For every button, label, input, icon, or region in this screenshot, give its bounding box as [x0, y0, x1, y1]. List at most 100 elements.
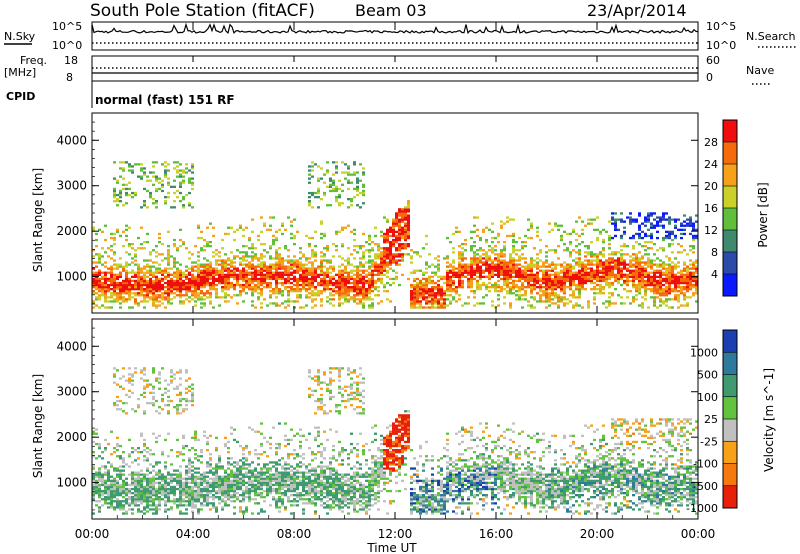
power-cell [260, 255, 263, 257]
power-cell [161, 298, 164, 300]
power-cell [179, 290, 182, 292]
power-cell [308, 245, 311, 247]
power-cell [269, 296, 272, 298]
power-cell [401, 214, 404, 216]
velocity-cell [185, 472, 188, 474]
power-cell [461, 259, 464, 261]
power-cell [620, 219, 623, 221]
power-cell [263, 261, 266, 263]
velocity-cell [95, 484, 98, 486]
power-cell [176, 261, 179, 263]
power-cell [341, 302, 344, 304]
velocity-cell [104, 492, 107, 494]
power-cell [611, 216, 614, 218]
power-cell [188, 169, 191, 171]
power-cell [305, 259, 308, 261]
power-cell [152, 290, 155, 292]
velocity-cell [122, 492, 125, 494]
power-cell [671, 251, 674, 253]
power-cell [308, 282, 311, 284]
velocity-cell [167, 478, 170, 480]
power-cell [608, 296, 611, 298]
power-cell [218, 272, 221, 274]
velocity-cell [113, 367, 116, 369]
power-cell [548, 282, 551, 284]
power-cell [644, 280, 647, 282]
power-cell [290, 261, 293, 263]
power-cell [560, 286, 563, 288]
power-cell [200, 276, 203, 278]
velocity-cell [185, 474, 188, 476]
power-cell [134, 282, 137, 284]
velocity-cell [128, 496, 131, 498]
power-cell [488, 257, 491, 259]
power-cell [407, 206, 410, 208]
power-cell [494, 245, 497, 247]
power-cell [272, 216, 275, 218]
power-cell [341, 290, 344, 292]
power-cell [347, 225, 350, 227]
power-cell [617, 264, 620, 266]
power-cell [110, 300, 113, 302]
power-cell [638, 270, 641, 272]
power-cell [143, 202, 146, 204]
power-cell [611, 251, 614, 253]
power-cell [377, 253, 380, 255]
power-cell [284, 280, 287, 282]
power-cell [293, 288, 296, 290]
velocity-cell [149, 449, 152, 451]
power-cell [149, 284, 152, 286]
power-cell [116, 276, 119, 278]
power-cell [275, 249, 278, 251]
power-cell [407, 202, 410, 204]
power-cell [401, 219, 404, 221]
power-cell [539, 270, 542, 272]
velocity-cell [131, 478, 134, 480]
velocity-cell [116, 437, 119, 439]
power-cell [302, 266, 305, 268]
power-cell [215, 259, 218, 261]
velocity-cell [164, 467, 167, 469]
power-cell [656, 288, 659, 290]
velocity-cell [110, 502, 113, 504]
power-cell [146, 282, 149, 284]
power-cell [431, 286, 434, 288]
velocity-cell [122, 410, 125, 412]
power-cell [689, 219, 692, 221]
power-cell [476, 288, 479, 290]
power-cell [110, 270, 113, 272]
power-cell [470, 257, 473, 259]
power-cell [392, 257, 395, 259]
power-cell [347, 286, 350, 288]
power-cell [467, 274, 470, 276]
power-cell [353, 300, 356, 302]
power-cell [611, 270, 614, 272]
velocity-cell [152, 402, 155, 404]
power-cell [437, 280, 440, 282]
power-cell [284, 247, 287, 249]
power-cell [257, 235, 260, 237]
power-cell [275, 231, 278, 233]
power-cell [95, 272, 98, 274]
power-cell [419, 284, 422, 286]
power-cell [554, 225, 557, 227]
power-cell [650, 284, 653, 286]
power-cell [122, 284, 125, 286]
velocity-cell [173, 488, 176, 490]
power-cell [239, 284, 242, 286]
power-cell [125, 300, 128, 302]
power-cell [608, 239, 611, 241]
velocity-cell [185, 478, 188, 480]
velocity-cell [146, 510, 149, 512]
power-cell [602, 247, 605, 249]
power-cell [254, 276, 257, 278]
power-cell [212, 255, 215, 257]
power-cell [146, 233, 149, 235]
power-cell [386, 251, 389, 253]
velocity-cell [140, 484, 143, 486]
velocity-cell [155, 410, 158, 412]
power-cell [578, 235, 581, 237]
power-cell [683, 286, 686, 288]
power-cell [641, 306, 644, 308]
power-cell [449, 284, 452, 286]
